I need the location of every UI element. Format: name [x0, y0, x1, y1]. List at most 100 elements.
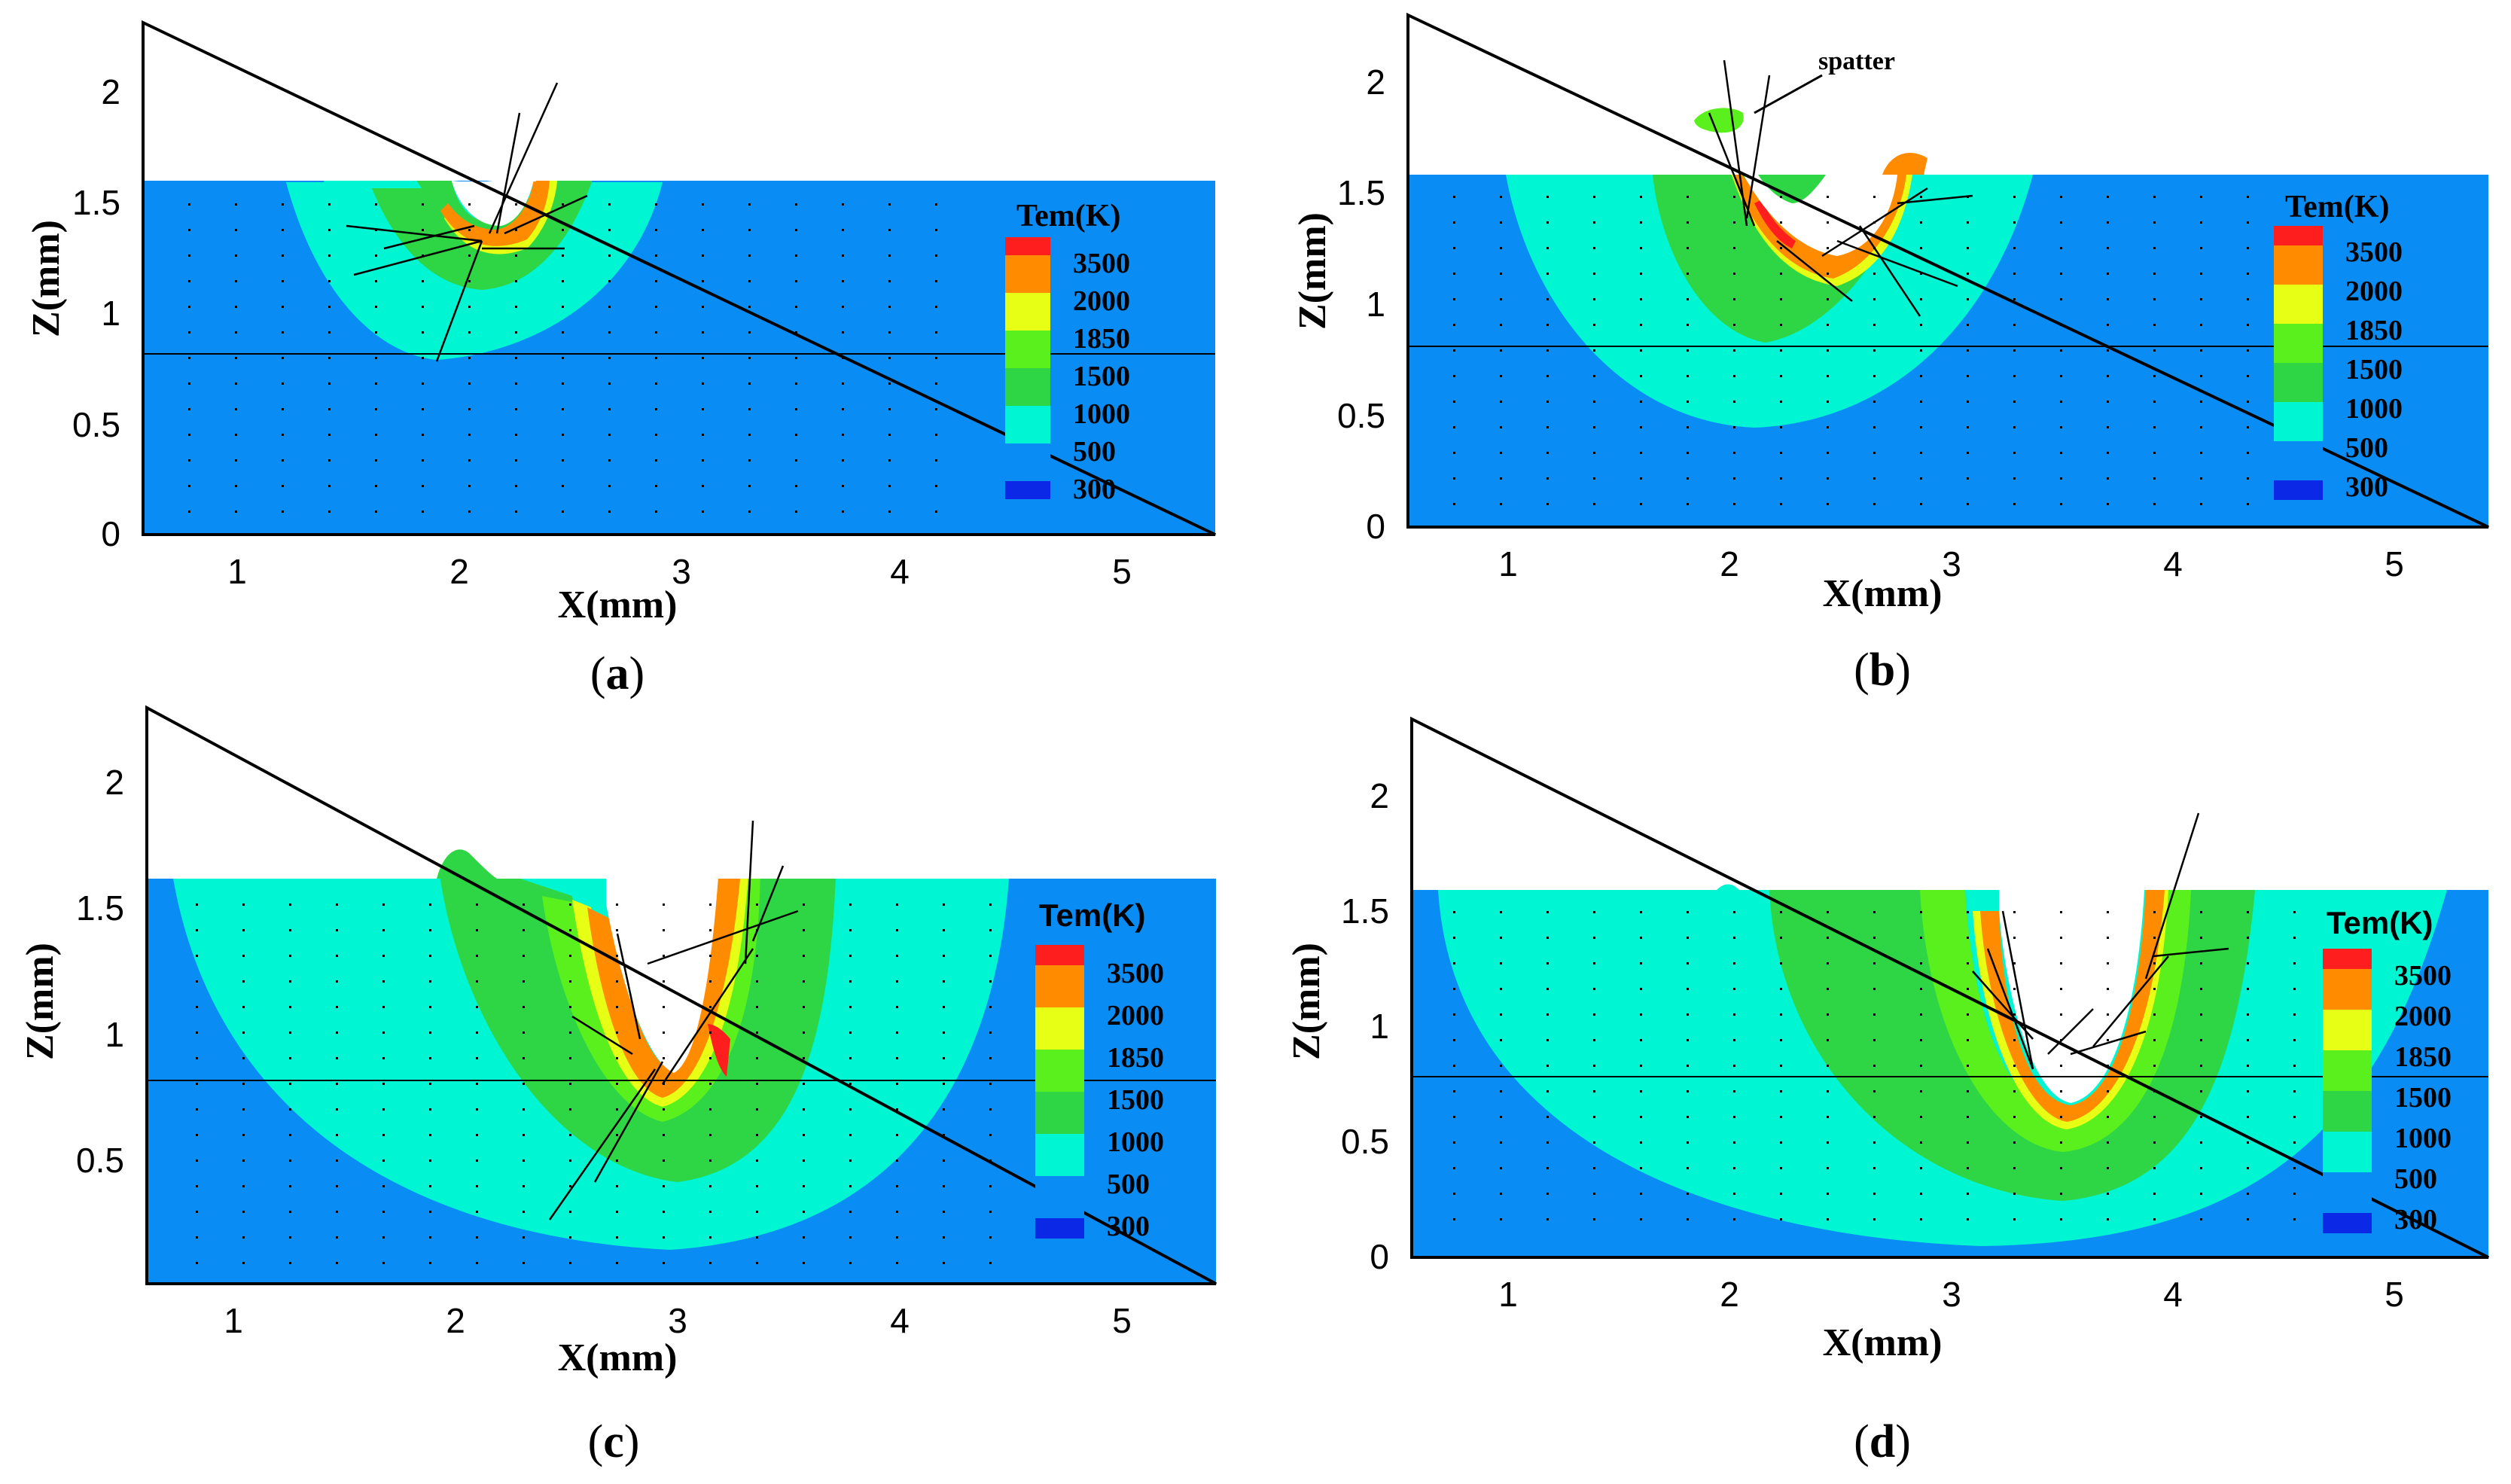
velocity-dot — [2200, 937, 2202, 939]
velocity-dot — [1827, 1090, 1829, 1092]
panel-c-legend-label-2000: 2000 — [1107, 1000, 1164, 1031]
velocity-dot — [1827, 1116, 1829, 1118]
velocity-dot — [476, 1057, 478, 1059]
velocity-dot — [608, 229, 611, 231]
velocity-dot — [989, 980, 992, 983]
velocity-dot — [803, 1083, 805, 1085]
velocity-dot — [842, 357, 844, 359]
velocity-dot — [1687, 426, 1689, 428]
velocity-dot — [1593, 1116, 1595, 1118]
velocity-dot — [989, 929, 992, 931]
velocity-dot — [709, 1159, 712, 1162]
panel-b-x-tick-2: 3 — [1942, 544, 1961, 584]
velocity-dot — [2153, 452, 2156, 454]
panel-a-legend-title: Tem(K) — [1016, 199, 1120, 233]
velocity-dot — [655, 459, 657, 462]
velocity-dot — [562, 382, 564, 385]
velocity-dot — [2107, 298, 2109, 300]
velocity-dot — [235, 280, 237, 282]
velocity-dot — [2247, 349, 2249, 352]
panel-b-spatter-pointer — [1754, 74, 1823, 114]
velocity-dot — [429, 1108, 431, 1111]
velocity-dot — [1873, 1065, 1876, 1067]
velocity-dot — [795, 306, 797, 308]
velocity-dot — [1827, 298, 1829, 300]
velocity-dot — [2247, 1065, 2249, 1067]
velocity-dot — [515, 434, 517, 436]
velocity-dot — [196, 929, 198, 931]
velocity-dot — [2107, 1013, 2109, 1016]
velocity-dot — [1733, 324, 1735, 326]
velocity-dot — [2107, 247, 2109, 249]
velocity-dot — [1873, 1039, 1876, 1041]
velocity-dot — [429, 1031, 431, 1034]
velocity-dot — [328, 203, 331, 206]
velocity-dot — [748, 459, 751, 462]
velocity-dot — [2200, 1065, 2202, 1067]
velocity-dot — [1453, 1167, 1455, 1169]
velocity-dot — [1500, 1116, 1502, 1118]
velocity-dot — [422, 203, 424, 206]
panel-a-legend-label-1000: 1000 — [1073, 398, 1130, 430]
velocity-dot — [2107, 426, 2109, 428]
velocity-dot — [196, 1006, 198, 1008]
velocity-dot — [1733, 503, 1735, 505]
velocity-dot — [849, 1211, 852, 1213]
velocity-dot — [888, 382, 891, 385]
velocity-dot — [2293, 1218, 2296, 1220]
velocity-dot — [2200, 324, 2202, 326]
velocity-dot — [196, 1108, 198, 1111]
velocity-dot — [328, 485, 331, 487]
panel-d-y-tick-3: 1.5 — [1341, 891, 1389, 931]
velocity-dot — [616, 1211, 618, 1213]
velocity-dot — [935, 459, 937, 462]
velocity-dot — [1873, 247, 1876, 249]
velocity-dot — [1733, 247, 1735, 249]
velocity-dot — [935, 229, 937, 231]
velocity-dot — [282, 203, 284, 206]
velocity-dot — [989, 1262, 992, 1264]
velocity-dot — [242, 1057, 245, 1059]
velocity-dot — [1733, 477, 1735, 480]
velocity-dot — [2153, 401, 2156, 403]
velocity-dot — [1500, 247, 1502, 249]
velocity-dot — [849, 980, 852, 983]
velocity-dot — [1967, 1090, 1969, 1092]
velocity-dot — [756, 904, 758, 906]
velocity-dot — [1733, 911, 1735, 913]
velocity-dot — [702, 331, 704, 334]
panel-c-legend-label-3500: 3500 — [1107, 958, 1164, 989]
velocity-dot — [2060, 273, 2062, 275]
panel-c-melt-pool-1500 — [437, 851, 836, 1182]
velocity-dot — [476, 1134, 478, 1136]
velocity-dot — [849, 1134, 852, 1136]
velocity-dot — [2247, 1090, 2249, 1092]
panel-b-legend-label-1850: 1850 — [2345, 315, 2403, 346]
velocity-dot — [242, 980, 245, 983]
velocity-dot — [2107, 937, 2109, 939]
velocity-dot — [382, 1262, 385, 1264]
velocity-dot — [748, 331, 751, 334]
velocity-dot — [476, 980, 478, 983]
velocity-dot — [188, 280, 190, 282]
velocity-dot — [569, 904, 571, 906]
velocity-dot — [1780, 247, 1782, 249]
velocity-dot — [989, 1211, 992, 1213]
velocity-dot — [2060, 1218, 2062, 1220]
velocity-dot — [803, 1031, 805, 1034]
velocity-dot — [1780, 1065, 1782, 1067]
velocity-dot — [468, 357, 471, 359]
velocity-dot — [1547, 962, 1549, 964]
velocity-dot — [1593, 221, 1595, 224]
velocity-dot — [476, 1185, 478, 1187]
velocity-dot — [1873, 426, 1876, 428]
velocity-dot — [2153, 1039, 2156, 1041]
velocity-dot — [1547, 426, 1549, 428]
velocity-dot — [429, 1185, 431, 1187]
velocity-dot — [803, 1134, 805, 1136]
velocity-dot — [663, 1262, 665, 1264]
velocity-dot — [709, 1083, 712, 1085]
velocity-dot — [523, 1262, 525, 1264]
velocity-dot — [1733, 298, 1735, 300]
velocity-dot — [382, 929, 385, 931]
